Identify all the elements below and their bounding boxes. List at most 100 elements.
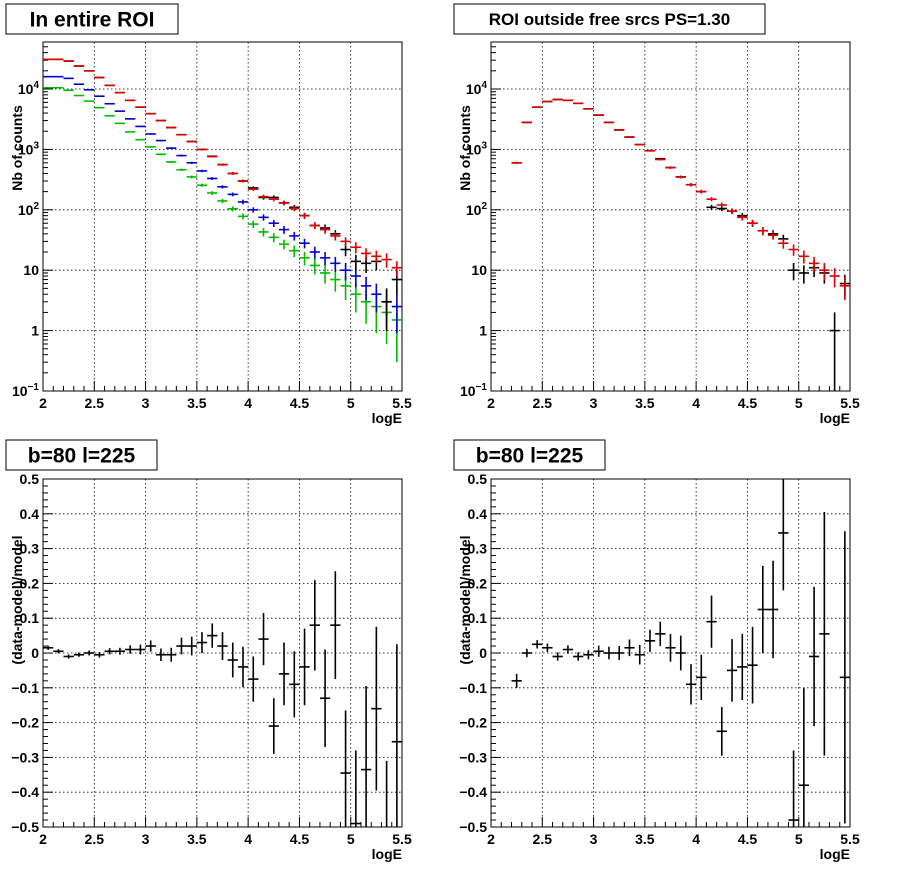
data-point [289,206,300,212]
data-point [726,208,738,215]
data-point [737,633,748,700]
data-point [330,571,341,680]
data-point [706,595,717,648]
x-tick-label: 5.5 [840,831,860,847]
y-tick-label: −0.3 [459,749,487,765]
data-point [360,276,372,301]
data-point [155,648,167,662]
data-point [726,639,738,702]
data-point [360,686,372,827]
data-point [207,177,218,180]
data-point [155,119,167,122]
x-tick-label: 3 [590,395,598,411]
y-tick-label: 0.5 [20,471,40,487]
data-point [655,158,666,161]
data-point [186,140,197,143]
data-point [135,106,146,108]
data-point [340,710,351,827]
data-point [542,643,553,652]
data-point [583,108,594,110]
y-tick-label: 10 [23,262,39,278]
data-point [207,155,218,158]
data-point [788,262,799,281]
data-point [63,89,74,92]
data-point [248,220,259,228]
series-4 [43,86,402,363]
y-tick-label: 103 [466,140,488,157]
data-point [268,698,279,754]
data-point [767,560,779,659]
plot-panel-3: 2 2.5 3 3.5 4 4.5 5 5.5 −0.5 −0.4 −0.3 −0.2 −0.1 0 0.1… [5,439,412,862]
data-point [268,219,279,227]
data-point [573,102,584,105]
y-tick-label: 0 [479,645,487,661]
data-point [381,288,392,331]
data-point [757,566,768,653]
data-point [340,262,351,281]
data-point [319,225,331,234]
data-point [839,531,850,824]
data-point [258,227,269,237]
x-tick-label: 4 [692,395,700,411]
data-point [788,750,799,827]
data-point [593,114,604,116]
chart-title: b=80 l=225 [28,445,136,468]
data-point [94,95,105,97]
data-point [166,147,177,149]
y-tick-label: 102 [18,201,40,218]
y-tick-label: 0.1 [468,610,488,626]
data-point [227,192,238,197]
data-point [562,99,574,102]
data-point [757,226,768,236]
data-point [603,646,615,660]
data-point [319,265,331,284]
data-point [371,283,382,313]
data-point [299,212,310,219]
data-point [360,248,372,260]
data-point [217,163,228,166]
data-point [135,138,146,141]
data-point [125,99,136,102]
data-point [716,706,727,756]
data-point [511,161,522,164]
y-axis-title: (data-model)/model [9,535,25,664]
data-point [217,185,228,189]
title-box: ROI outside free srcs PS=1.30 [453,3,766,35]
title-box: b=80 l=225 [453,439,606,471]
data-point [319,252,331,266]
data-point [104,102,115,105]
data-point [350,254,361,271]
x-tick-label: 5 [347,395,355,411]
data-point [289,651,300,718]
data-point [237,199,249,205]
chart-title: ROI outside free srcs PS=1.30 [489,10,730,29]
x-tick-label: 5.5 [840,395,860,411]
y-tick-label: 0.2 [468,575,488,591]
data-point [737,214,748,221]
data-point [43,645,54,650]
y-tick-label: 0 [31,645,39,661]
chart-title: In entire ROI [30,9,155,32]
y-tick-label: 104 [18,80,40,97]
y-axis-title: Nb of counts [9,105,25,191]
data-point [685,664,697,705]
x-axis-title: logE [372,846,402,862]
y-tick-label: 0.2 [20,575,40,591]
data-point [788,244,799,256]
x-tick-label: 5.5 [392,831,412,847]
data-point [104,114,115,117]
data-point [819,262,830,281]
data-point [268,197,279,202]
y-tick-label: −0.2 [459,715,487,731]
x-tick-label: 3 [142,831,150,847]
data-point [340,244,351,257]
data-point [593,645,604,657]
y-tick-label: 0.1 [20,610,40,626]
data-point [166,647,177,662]
x-tick-label: 3.5 [187,395,207,411]
y-tick-label: 102 [466,201,488,218]
data-point [227,206,238,212]
data-point [624,639,635,657]
title-frame [453,439,606,471]
